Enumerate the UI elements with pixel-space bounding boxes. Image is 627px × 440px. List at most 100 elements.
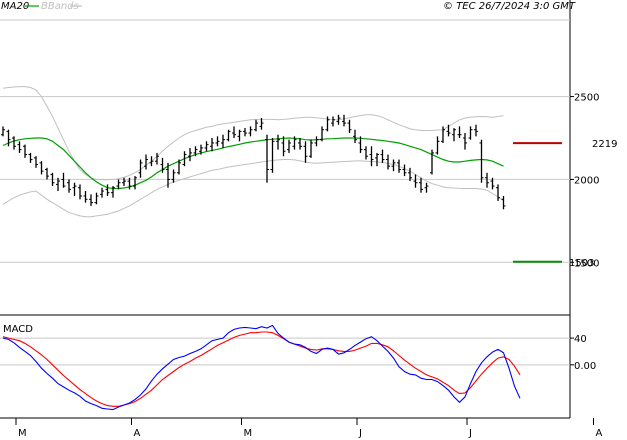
macd-tick-label: 40 [574,334,587,345]
signal-line [2,331,521,407]
ohlc-bar [105,184,110,196]
ohlc-bar [265,134,269,183]
ohlc-bar [61,172,66,188]
ohlc-bar [1,126,5,137]
support-label: 1503 [569,258,594,269]
ohlc-bar [171,169,176,183]
ohlc-bar [215,136,220,147]
ohlc-bar [320,126,324,142]
ohlc-bar [56,177,60,192]
ohlc-bar [441,126,445,143]
ohlc-bar [270,138,275,173]
ohlc-bar [39,161,44,175]
ohlc-bar [347,119,352,134]
ohlc-bar [386,154,390,170]
macd-grid [0,337,570,366]
ohlc-bar [78,184,82,200]
ohlc-bar [474,124,478,137]
ohlc-bar [402,164,407,177]
price-y-axis: 2500 2000 1500 [570,93,599,269]
ohlc-bar [138,159,143,178]
ohlc-bar [160,157,165,173]
ohlc-bar [72,182,77,196]
ohlc-bar [133,176,137,190]
bb-upper-line [2,86,504,181]
legend: MA20 BBands [1,1,82,12]
ohlc-bar [397,159,401,173]
price-tick-label: 1500 [574,258,599,269]
ohlc-bar [177,159,181,175]
ohlc-bar [248,126,253,137]
ohlc-bar [199,144,203,155]
ohlc-bar [50,172,55,187]
ma20-line [2,137,504,190]
ohlc-bar [254,119,258,132]
ohlc-bar [331,116,335,127]
ohlc-bar [144,154,148,170]
ohlc-bar [122,177,126,187]
ohlc-bar [446,124,451,137]
ohlc-bar [364,146,368,160]
ohlc-bar [259,118,264,130]
ohlc-bar [303,141,308,163]
x-tick-label: A [134,428,141,439]
ohlc-bar [435,136,440,155]
ohlc-bar [226,129,231,142]
ma20-line [2,137,504,190]
ohlc-bar [204,141,209,152]
ohlc-bar [17,141,22,153]
price-bars [1,114,506,210]
x-tick-label: M [244,428,253,439]
macd-title: MACD [3,324,33,335]
ohlc-bar [424,182,429,193]
ohlc-bar [298,138,302,150]
resistance-label: 2219 [592,139,617,150]
ohlc-bar [6,129,11,147]
ohlc-bar [83,191,88,203]
ohlc-bar [336,114,341,125]
ohlc-bar [94,192,99,205]
price-tick-label: 2000 [574,175,599,186]
ohlc-bar [413,174,418,188]
ohlc-bar [457,126,462,138]
ohlc-bar [463,133,467,150]
ohlc-bar [496,184,500,201]
ohlc-bar [243,128,247,137]
ohlc-bar [67,179,71,193]
x-tick-label: J [468,428,472,439]
ohlc-bar [23,144,27,158]
ohlc-bar [45,167,49,180]
macd-line [2,324,521,411]
macd-tick-label: 0.00 [574,361,596,372]
ohlc-bar [380,149,385,163]
ohlc-bar [100,187,104,198]
price-grid [0,96,570,263]
ohlc-bar [149,156,154,167]
ohlc-bar [419,177,423,193]
ohlc-bar [490,177,495,190]
ohlc-bar [188,147,192,162]
ohlc-bar [210,138,214,152]
ohlc-bar [34,156,38,168]
macd-panel: 40 0.00 MACD [0,315,596,418]
ohlc-bar [430,149,434,175]
price-tick-label: 2500 [574,93,599,104]
ohlc-bar [116,179,121,190]
ohlc-bar [287,139,291,153]
macd-lines [2,324,521,411]
ohlc-bar [166,162,170,188]
ohlc-bar [193,146,198,157]
ohlc-bar [375,152,379,167]
x-tick-label: M [18,428,27,439]
levels: 2219 1503 [513,139,617,269]
ohlc-bar [468,126,473,140]
ohlc-bar [276,134,280,150]
ohlc-bar [232,126,236,138]
ohlc-bar [353,129,357,143]
bbands-legend-label: BBands [41,1,79,12]
ohlc-bar [221,134,225,148]
watermark: © TEC 26/7/2024 3:0 GMT [443,1,576,12]
ohlc-bar [12,136,16,150]
ohlc-bar [237,129,242,142]
